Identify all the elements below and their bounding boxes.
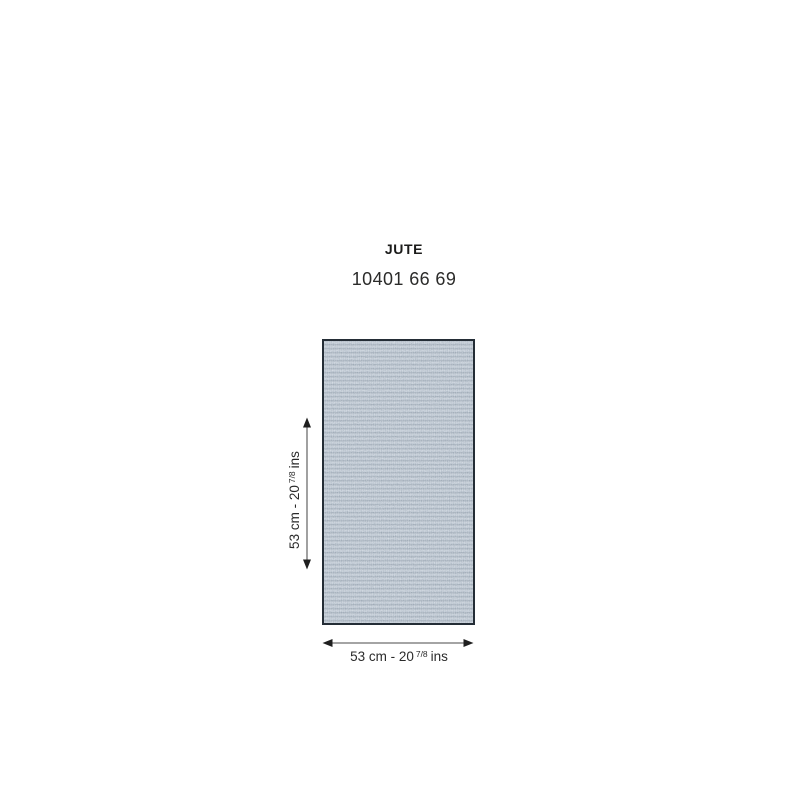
arrow-up-head bbox=[303, 417, 311, 428]
unit-text: ins bbox=[430, 649, 448, 664]
vertical-dimension-arrow-icon bbox=[303, 417, 311, 570]
dimension-text: 53 cm - 20 bbox=[287, 485, 302, 549]
dimension-text: 53 cm - 20 bbox=[350, 649, 414, 664]
horizontal-dimension-arrow-icon bbox=[322, 639, 474, 647]
weave-pattern-overlay bbox=[324, 341, 473, 623]
width-dimension-label: 53 cm - 20 7/8 ins bbox=[0, 649, 799, 666]
height-dimension-label: 53 cm - 207/8 ins bbox=[287, 420, 303, 580]
arrow-right-head bbox=[463, 639, 474, 647]
fraction-superscript: 7/8 bbox=[286, 471, 297, 484]
arrow-left-head bbox=[322, 639, 333, 647]
arrow-down-head bbox=[303, 559, 311, 570]
fraction-superscript: 7/8 bbox=[415, 648, 428, 659]
product-code: 10401 66 69 bbox=[351, 269, 457, 289]
unit-text: ins bbox=[287, 451, 302, 469]
fabric-swatch bbox=[322, 339, 475, 625]
product-title: JUTE bbox=[384, 241, 424, 257]
fabric-texture bbox=[324, 341, 473, 623]
